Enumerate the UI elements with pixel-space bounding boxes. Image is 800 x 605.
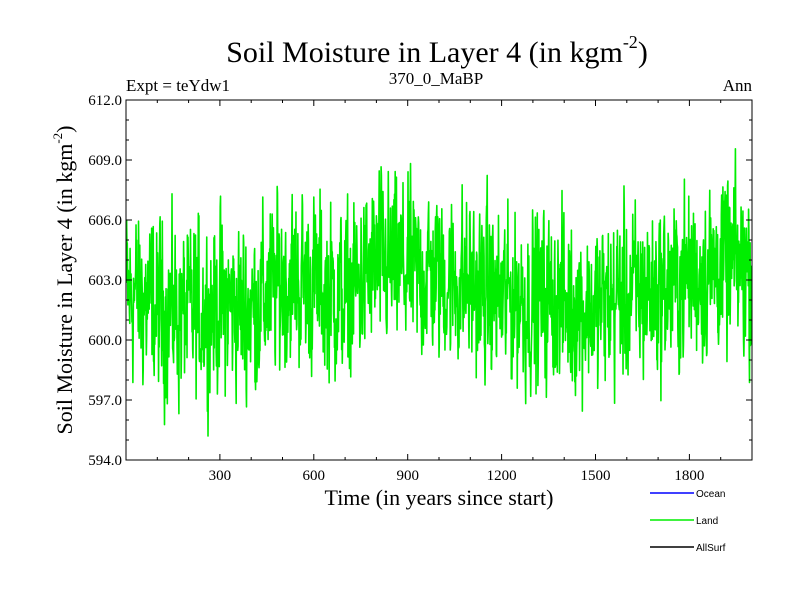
x-tick-label: 900 (396, 468, 419, 484)
chart-title: Soil Moisture in Layer 4 (in kgm-2) (226, 32, 648, 69)
series-layer (126, 147, 752, 437)
legend-label-allsurf: AllSurf (696, 543, 726, 554)
y-tick-label: 600.0 (88, 333, 122, 349)
x-tick-label: 300 (209, 468, 232, 484)
x-tick-label: 600 (303, 468, 326, 484)
subtitle-left: Expt = teYdw1 (126, 76, 230, 95)
legend-label-ocean: Ocean (696, 489, 725, 500)
chart-title-main: Soil Moisture in Layer 4 (in kgm (226, 36, 623, 69)
y-tick-label: 606.0 (88, 213, 122, 229)
x-tick-label: 1500 (581, 468, 611, 484)
x-axis: 300 600 900 1200 1500 1800 (156, 100, 722, 484)
subtitle-center: 370_0_MaBP (389, 69, 483, 88)
legend-label-land: Land (696, 516, 718, 527)
y-axis-label-close: ) (52, 125, 77, 132)
chart-title-close: ) (638, 36, 648, 69)
x-tick-label: 1800 (674, 468, 704, 484)
y-axis-label-main: Soil Moisture in Layer 4 (in kgm (52, 144, 77, 435)
series-line-land (126, 147, 752, 437)
y-axis: 594.0 597.0 600.0 603.0 606.0 609.0 612.0 (88, 93, 752, 469)
y-axis-label: Soil Moisture in Layer 4 (in kgm-2) (50, 125, 77, 434)
x-tick-label: 1200 (487, 468, 517, 484)
subtitle-right: Ann (723, 76, 753, 95)
y-tick-label: 597.0 (88, 393, 122, 409)
chart-title-superscript: -2 (623, 32, 638, 52)
y-tick-label: 594.0 (88, 453, 122, 469)
legend: Ocean Land AllSurf (650, 489, 726, 554)
y-axis-label-superscript: -2 (50, 133, 65, 144)
y-tick-label: 609.0 (88, 153, 122, 169)
y-tick-label: 603.0 (88, 273, 122, 289)
y-tick-label: 612.0 (88, 93, 122, 109)
x-axis-label: Time (in years since start) (325, 485, 554, 510)
